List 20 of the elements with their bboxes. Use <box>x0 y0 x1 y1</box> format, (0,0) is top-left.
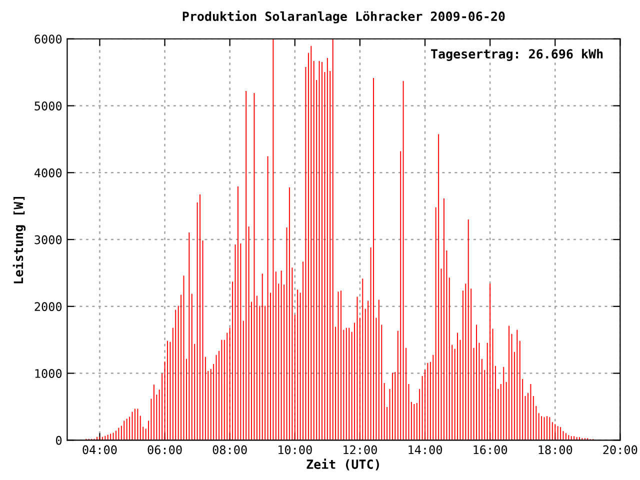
y-tick-label: 4000 <box>34 168 62 178</box>
x-axis-title: Zeit (UTC) <box>306 458 379 470</box>
y-tick-label: 6000 <box>34 34 62 44</box>
annotation: Tagesertrag: 26.696 kWh <box>431 48 603 61</box>
y-tick-label: 1000 <box>35 369 62 378</box>
x-tick-label: 18:00 <box>538 445 572 454</box>
y-tick-label: 5000 <box>34 102 62 110</box>
x-tick-label: 10:00 <box>278 445 312 454</box>
x-tick-label: 04:00 <box>82 445 117 454</box>
x-tick-label: 14:00 <box>408 445 442 454</box>
y-tick-label: 2000 <box>34 302 62 312</box>
x-tick-label: 12:00 <box>344 445 377 454</box>
y-tick-label: 3000 <box>34 235 62 244</box>
x-tick-label: 06:00 <box>148 445 182 454</box>
y-axis-title: Leistung [W] <box>12 196 26 284</box>
x-tick-label: 20:00 <box>603 445 638 454</box>
x-tick-label: 16:00 <box>474 445 508 454</box>
chart-title: Produktion Solaranlage Löhracker 2009-06-20 <box>182 10 505 24</box>
y-tick-label: 0 <box>56 436 62 445</box>
x-tick-label: 08:00 <box>212 445 247 454</box>
